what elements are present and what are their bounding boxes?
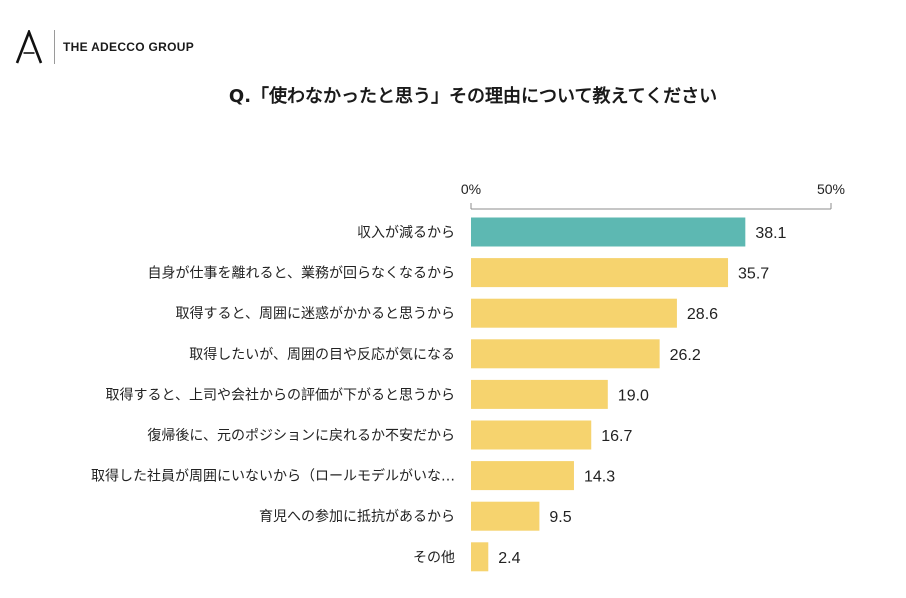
category-label: その他 bbox=[413, 550, 455, 566]
logo-divider bbox=[54, 30, 55, 64]
data-label: 38.1 bbox=[755, 225, 786, 242]
bar bbox=[471, 217, 746, 247]
x-tick-label: 0% bbox=[461, 181, 481, 197]
category-label: 取得した社員が周囲にいないから（ロールモデルがいな… bbox=[91, 468, 455, 485]
brand-logo: THE ADECCO GROUP bbox=[14, 30, 194, 64]
bar bbox=[471, 258, 729, 288]
data-label: 16.7 bbox=[601, 428, 632, 445]
adecco-a-logo-icon bbox=[15, 30, 43, 64]
category-label: 自身が仕事を離れると、業務が回らなくなるから bbox=[148, 265, 455, 282]
data-label: 2.4 bbox=[498, 550, 520, 567]
bar bbox=[471, 339, 660, 369]
data-label: 14.3 bbox=[584, 469, 615, 486]
category-label: 育児への参加に抵抗があるから bbox=[259, 508, 455, 525]
bar bbox=[471, 542, 489, 572]
data-label: 26.2 bbox=[670, 347, 701, 364]
category-label: 取得すると、上司や会社からの評価が下がると思うから bbox=[106, 386, 455, 403]
brand-name: THE ADECCO GROUP bbox=[63, 40, 195, 54]
bar bbox=[471, 379, 608, 409]
data-label: 35.7 bbox=[738, 266, 769, 283]
bar bbox=[471, 420, 592, 450]
bar bbox=[471, 461, 574, 491]
category-label: 復帰後に、元のポジションに戻れるか不安だから bbox=[147, 427, 455, 444]
data-label: 9.5 bbox=[549, 509, 571, 526]
category-label: 収入が減るから bbox=[357, 224, 455, 241]
bar bbox=[471, 298, 677, 328]
chart-title: Q.「使わなかったと思う」その理由について教えてください bbox=[228, 86, 718, 107]
x-tick-label: 50% bbox=[817, 181, 845, 197]
bar bbox=[471, 501, 540, 531]
category-label: 取得したいが、周囲の目や反応が気になる bbox=[189, 346, 455, 363]
data-label: 28.6 bbox=[687, 306, 718, 323]
category-label: 取得すると、周囲に迷惑がかかると思うから bbox=[176, 305, 455, 322]
data-label: 19.0 bbox=[618, 387, 649, 404]
